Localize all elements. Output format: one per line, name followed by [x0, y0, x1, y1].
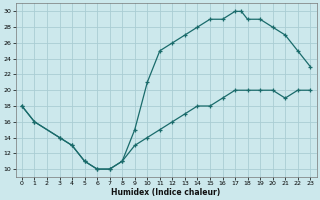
- X-axis label: Humidex (Indice chaleur): Humidex (Indice chaleur): [111, 188, 221, 197]
